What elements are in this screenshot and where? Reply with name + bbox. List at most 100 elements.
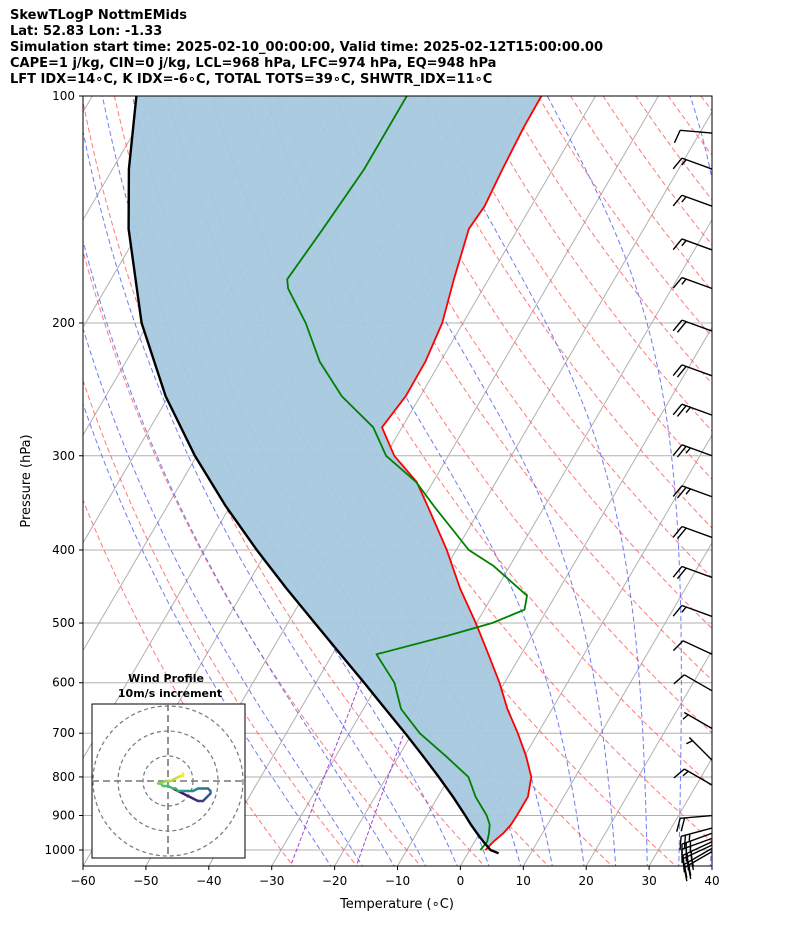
wind-barb xyxy=(672,157,713,170)
wind-barbs xyxy=(672,129,713,882)
y-tick-label: 200 xyxy=(52,316,75,330)
temperature-profile xyxy=(381,96,543,851)
dry-adiabat xyxy=(667,96,712,157)
parcel-profile xyxy=(127,96,500,855)
x-tick-label: 20 xyxy=(579,874,594,888)
x-tick-label: −20 xyxy=(322,874,347,888)
y-tick-label: 1000 xyxy=(44,843,75,857)
x-tick-label: −50 xyxy=(133,874,158,888)
wind-barb xyxy=(672,194,713,207)
wind-barb xyxy=(679,827,713,851)
hodograph-title: Wind Profile xyxy=(128,672,204,685)
isotherm xyxy=(585,649,712,866)
moist-adiabat xyxy=(101,96,458,866)
wind-barb xyxy=(676,814,713,832)
wind-barb xyxy=(682,711,713,730)
location-line: Lat: 52.83 Lon: -1.33 xyxy=(10,24,163,39)
profile-lines xyxy=(127,96,543,855)
wind-barb xyxy=(672,444,713,458)
y-tick-label: 900 xyxy=(52,809,75,823)
moist-adiabat xyxy=(334,96,617,866)
x-tick-label: −30 xyxy=(259,874,284,888)
x-tick-label: 30 xyxy=(641,874,656,888)
x-tick-label: 10 xyxy=(516,874,531,888)
y-tick-label: 300 xyxy=(52,449,75,463)
dry-adiabat xyxy=(374,96,712,579)
wind-barb xyxy=(673,129,713,144)
x-tick-label: −60 xyxy=(70,874,95,888)
dry-adiabat xyxy=(83,249,422,866)
wind-barb xyxy=(672,525,713,540)
dry-adiabat xyxy=(83,379,358,866)
y-axis-label: Pressure (hPa) xyxy=(19,434,34,527)
dry-adiabat xyxy=(83,498,294,866)
isotherm xyxy=(459,434,712,866)
chart-title: SkewTLogP NottmEMids xyxy=(10,8,188,23)
hodograph-plot xyxy=(92,704,245,858)
moist-adiabat xyxy=(83,128,427,866)
wind-barb xyxy=(672,319,713,333)
wind-barb xyxy=(686,737,713,761)
y-tick-label: 500 xyxy=(52,616,75,630)
mixing-ratio-line xyxy=(290,622,384,866)
dry-adiabat xyxy=(309,96,712,681)
moist-adiabat xyxy=(425,96,648,866)
moist-adiabat xyxy=(83,326,363,866)
dry-adiabat xyxy=(570,96,712,292)
wind-barb xyxy=(672,565,713,580)
y-tick-label: 600 xyxy=(52,676,75,690)
mixing-ratio-line xyxy=(355,622,445,866)
y-tick-label: 400 xyxy=(52,543,75,557)
moist-adiabat xyxy=(265,96,585,866)
wind-barb xyxy=(682,841,713,870)
x-tick-label: 0 xyxy=(457,874,465,888)
isotherm xyxy=(648,757,712,866)
dry-adiabat xyxy=(700,96,712,112)
moist-adiabat xyxy=(689,96,712,866)
wind-barb xyxy=(672,364,713,378)
x-tick-label: −10 xyxy=(385,874,410,888)
wind-barb xyxy=(672,640,713,655)
y-tick-label: 100 xyxy=(52,89,75,103)
wind-barb xyxy=(672,238,713,251)
wind-barb xyxy=(672,604,713,618)
dry-adiabat xyxy=(407,96,712,529)
dry-adiabat xyxy=(602,96,712,246)
dewpoint-profile xyxy=(286,96,528,851)
moist-adiabat xyxy=(83,402,332,866)
dry-adiabat xyxy=(83,99,486,866)
isotherm xyxy=(83,96,156,221)
cape-shading xyxy=(128,96,542,850)
x-tick-label: 40 xyxy=(704,874,719,888)
time-line: Simulation start time: 2025-02-10_00:00:… xyxy=(10,40,603,55)
wind-barb xyxy=(672,403,713,417)
dry-adiabat xyxy=(439,96,712,480)
wind-barb xyxy=(672,485,713,499)
x-axis-label: Temperature (∘C) xyxy=(339,897,454,912)
isotherm xyxy=(522,541,712,866)
wind-barb xyxy=(673,768,713,786)
dry-adiabat xyxy=(733,96,794,869)
dry-adiabat xyxy=(342,96,712,630)
hodograph-inset: Wind Profile 10m/s increment xyxy=(91,672,246,859)
wind-barb xyxy=(681,832,713,858)
dry-adiabat xyxy=(276,96,712,734)
cape-line: CAPE=1 j/kg, CIN=0 j/kg, LCL=968 hPa, LF… xyxy=(10,56,497,71)
indices-line: LFT IDX=14∘C, K IDX=-6∘C, TOTAL TOTS=39∘… xyxy=(10,72,493,87)
axes: −60 −50 −40 −30 −20 −10 0 10 20 30 40 1000 900 800 700… xyxy=(44,89,719,888)
x-tick-label: −40 xyxy=(196,874,221,888)
isotherm xyxy=(711,865,712,866)
isotherm xyxy=(208,96,660,866)
dry-adiabat xyxy=(635,96,712,201)
y-tick-label: 800 xyxy=(52,770,75,784)
y-tick-label: 700 xyxy=(52,726,75,740)
isotherm xyxy=(271,110,712,866)
dry-adiabat xyxy=(537,96,712,338)
title-block: SkewTLogP NottmEMids Lat: 52.83 Lon: -1.… xyxy=(10,8,603,88)
wind-barb xyxy=(672,276,713,290)
wind-barb xyxy=(673,674,713,692)
moist-adiabat xyxy=(546,96,682,866)
hodograph-subtitle: 10m/s increment xyxy=(118,687,222,700)
isotherm xyxy=(83,96,93,113)
